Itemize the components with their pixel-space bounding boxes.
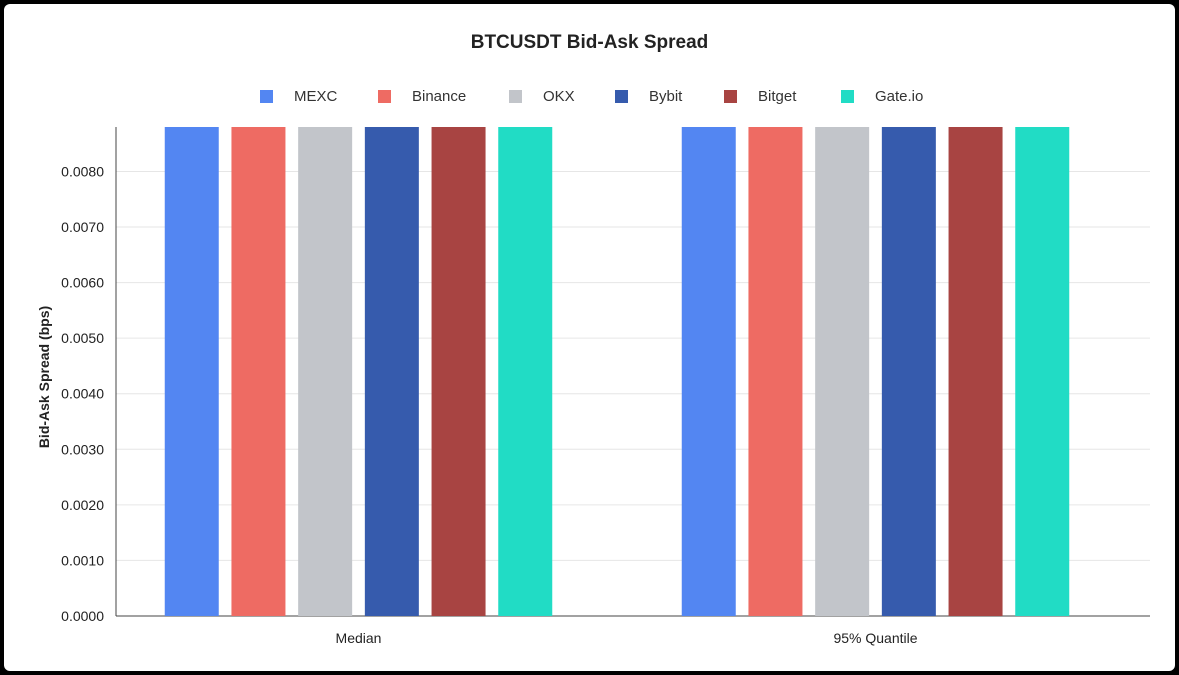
- chart-title: BTCUSDT Bid-Ask Spread: [470, 32, 709, 53]
- legend-swatch: [378, 89, 391, 103]
- legend-label: Bitget: [758, 87, 797, 105]
- bar-bitget-1: [948, 127, 1003, 616]
- bar-binance-0: [231, 127, 286, 616]
- y-tick-label-4: 0.0040: [61, 386, 104, 402]
- legend-swatch: [615, 89, 628, 103]
- legend-label: MEXC: [294, 87, 338, 105]
- legend-label: OKX: [543, 87, 575, 105]
- chart-legend: MEXC Binance OKX Bybit Bitget Gate.io: [4, 86, 1175, 106]
- legend-item-okx[interactable]: OKX: [509, 86, 575, 106]
- bar-bybit-1: [881, 127, 936, 616]
- legend-label: Binance: [412, 87, 467, 105]
- bar-gate-io-1: [1015, 127, 1070, 616]
- legend-item-bybit[interactable]: Bybit: [615, 86, 682, 106]
- y-tick-label-0: 0.0000: [61, 608, 104, 624]
- x-tick-label-1: 95% Quantile: [833, 630, 917, 646]
- y-tick-label-2: 0.0020: [61, 497, 104, 513]
- legend-swatch: [724, 89, 737, 103]
- y-tick-label-3: 0.0030: [61, 441, 104, 457]
- bar-okx-1: [815, 127, 870, 616]
- x-tick-label-0: Median: [336, 630, 382, 646]
- bar-bybit-0: [364, 127, 419, 616]
- legend-label: Gate.io: [875, 87, 924, 105]
- y-tick-label-5: 0.0050: [61, 330, 104, 346]
- legend-swatch: [260, 89, 273, 103]
- legend-item-mexc[interactable]: MEXC: [260, 86, 337, 106]
- legend-item-binance[interactable]: Binance: [378, 86, 466, 106]
- bar-binance-1: [748, 127, 803, 616]
- bar-bitget-0: [431, 127, 486, 616]
- bar-mexc-1: [681, 127, 736, 616]
- y-tick-label-7: 0.0070: [61, 219, 104, 235]
- legend-swatch: [509, 89, 522, 103]
- bar-gate-io-0: [498, 127, 553, 616]
- bar-okx-0: [298, 127, 353, 616]
- legend-swatch: [841, 89, 854, 103]
- y-tick-label-8: 0.0080: [61, 163, 104, 179]
- chart-frame: BTCUSDT Bid-Ask Spread MEXC Binance OKX Byb…: [4, 4, 1175, 671]
- y-tick-label-1: 0.0010: [61, 552, 104, 568]
- legend-item-gate-io[interactable]: Gate.io: [841, 86, 923, 106]
- legend-label: Bybit: [649, 87, 683, 105]
- bar-mexc-0: [164, 127, 219, 616]
- legend-item-bitget[interactable]: Bitget: [724, 86, 796, 106]
- y-tick-label-6: 0.0060: [61, 275, 104, 291]
- bar-chart: 0.0000 0.0010 0.0020 0.0030 0.0040 0.0050 0.00…: [61, 127, 1150, 646]
